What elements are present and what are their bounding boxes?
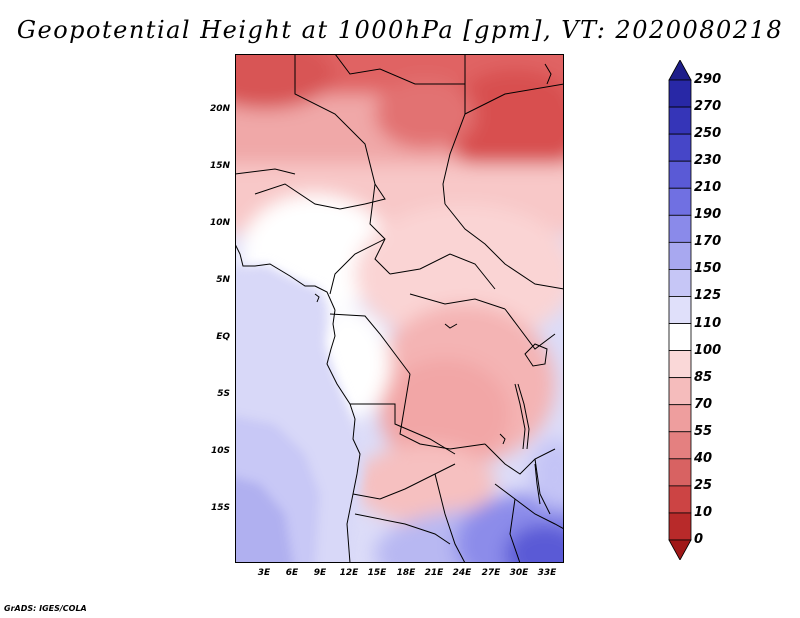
colorbar-tick-label: 100 xyxy=(694,342,722,358)
colorbar-segment xyxy=(668,79,692,108)
lat-tick-label: 5S xyxy=(217,389,230,399)
colorbar-tick-label: 55 xyxy=(694,423,713,439)
lon-tick-label: 21E xyxy=(424,568,444,578)
lon-tick-label: 30E xyxy=(509,568,529,578)
colorbar-segment xyxy=(668,512,692,541)
map-border xyxy=(235,54,564,563)
colorbar-tick-label: 250 xyxy=(694,126,722,142)
colorbar-segment xyxy=(668,350,692,379)
lat-tick-label: 15S xyxy=(210,503,230,513)
colorbar-tick-label: 270 xyxy=(694,99,722,115)
lon-tick-label: 3E xyxy=(257,568,271,578)
colorbar-tick-label: 170 xyxy=(694,234,722,250)
colorbar-segment xyxy=(668,241,692,270)
colorbar-tick-label: 70 xyxy=(694,396,713,412)
colorbar-segment xyxy=(668,106,692,135)
colorbar-tick-label: 190 xyxy=(694,207,722,223)
colorbar-segment xyxy=(668,133,692,162)
lat-tick-label: EQ xyxy=(216,332,230,342)
lon-tick-label: 27E xyxy=(481,568,501,578)
colorbar-top-arrow xyxy=(668,60,692,81)
colorbar-tick-label: 230 xyxy=(694,153,722,169)
lat-tick-label: 10S xyxy=(210,446,230,456)
lon-tick-label: 18E xyxy=(396,568,416,578)
colorbar-tick-label: 40 xyxy=(694,450,713,466)
colorbar-bottom-arrow xyxy=(668,539,692,560)
colorbar-tick-label: 110 xyxy=(694,315,722,331)
colorbar-tick-label: 0 xyxy=(694,532,704,547)
colorbar-segment xyxy=(668,296,692,324)
colorbar-segment xyxy=(668,214,692,243)
colorbar-tick-label: 10 xyxy=(694,504,713,520)
colorbar-tick-label: 125 xyxy=(694,288,722,304)
colorbar-tick-label: 210 xyxy=(694,180,722,196)
colorbar-segment xyxy=(668,458,692,487)
lat-tick-label: 20N xyxy=(209,104,230,114)
colorbar-segment xyxy=(668,377,692,406)
colorbar-segment xyxy=(668,187,692,216)
geopotential-field-map xyxy=(235,54,564,563)
lon-tick-label: 6E xyxy=(285,568,299,578)
colorbar-segment xyxy=(668,485,692,514)
map-panel xyxy=(235,54,564,563)
lat-tick-label: 10N xyxy=(209,218,230,228)
lon-tick-label: 12E xyxy=(339,568,359,578)
footer-credit: GrADS: IGES/COLA xyxy=(4,604,87,613)
lon-tick-label: 24E xyxy=(452,568,472,578)
lon-tick-label: 15E xyxy=(367,568,387,578)
lat-tick-label: 15N xyxy=(209,161,230,171)
colorbar-segment xyxy=(668,404,692,433)
colorbar-segment xyxy=(668,269,692,297)
colorbar-segment xyxy=(668,160,692,189)
lon-tick-label: 9E xyxy=(313,568,327,578)
lat-tick-label: 5N xyxy=(216,275,230,285)
lon-tick-label: 33E xyxy=(537,568,557,578)
colorbar-tick-label: 25 xyxy=(694,477,713,493)
colorbar-tick-label: 85 xyxy=(694,369,713,385)
chart-title: Geopotential Height at 1000hPa [gpm], VT… xyxy=(16,16,784,44)
colorbar-tick-label: 150 xyxy=(694,261,722,277)
colorbar xyxy=(668,60,692,560)
colorbar-segment xyxy=(668,431,692,460)
colorbar-tick-label: 290 xyxy=(694,72,722,87)
colorbar-segment xyxy=(668,323,692,351)
